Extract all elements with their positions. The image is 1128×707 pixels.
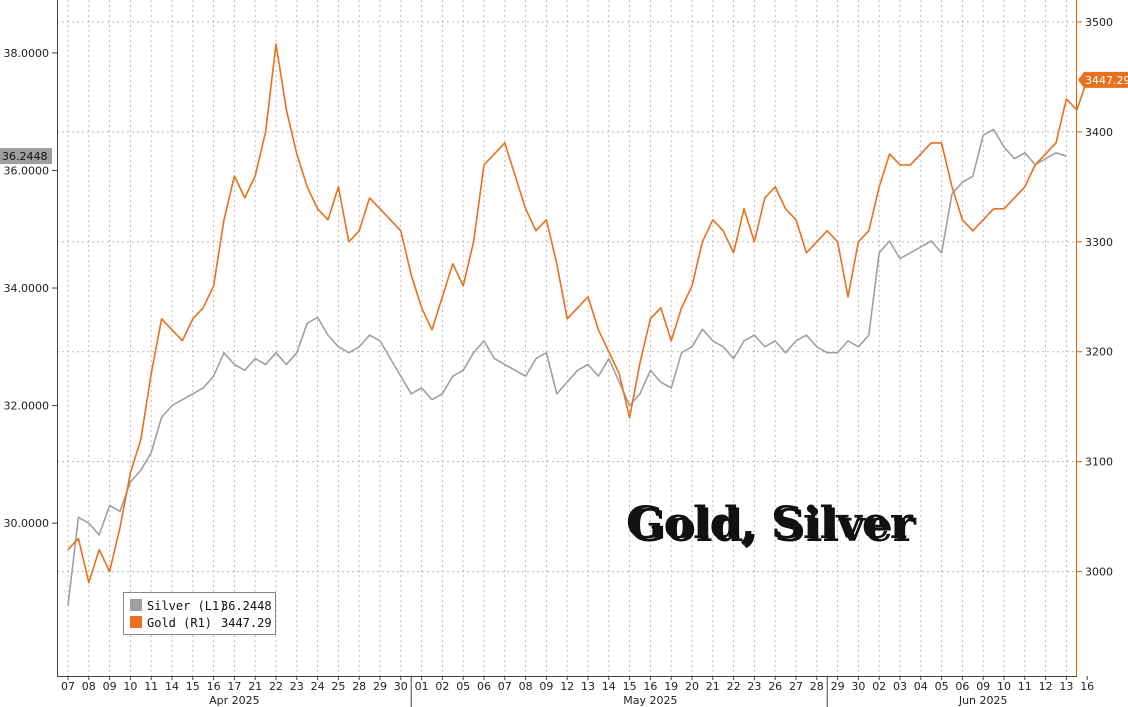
x-tick-label: 23 xyxy=(290,680,304,693)
x-tick-label: 22 xyxy=(727,680,741,693)
legend: Silver (L1) 36.2448 Gold (R1) 3447.29 xyxy=(123,592,276,635)
x-tick-label: 15 xyxy=(623,680,637,693)
right-tick-label: 3500 xyxy=(1085,16,1113,29)
right-tick-label: 3300 xyxy=(1085,236,1113,249)
x-tick-label: 30 xyxy=(394,680,408,693)
x-tick-label: 19 xyxy=(664,680,678,693)
x-tick-label: 17 xyxy=(227,680,241,693)
x-tick-label: 09 xyxy=(539,680,553,693)
x-tick-label: 29 xyxy=(373,680,387,693)
x-tick-label: 08 xyxy=(82,680,96,693)
legend-label-silver: Silver (L1) xyxy=(147,599,226,613)
x-tick-label: 28 xyxy=(352,680,366,693)
x-tick-label: 27 xyxy=(789,680,803,693)
x-tick-label: 20 xyxy=(685,680,699,693)
right-tick-label: 3000 xyxy=(1085,566,1113,579)
x-tick-label: 07 xyxy=(61,680,75,693)
x-tick-label: 02 xyxy=(872,680,886,693)
right-tick-label: 3100 xyxy=(1085,456,1113,469)
x-tick-label: 21 xyxy=(706,680,720,693)
x-tick-label: 29 xyxy=(831,680,845,693)
gold-last-value-label: 3447.29 xyxy=(1085,74,1128,87)
month-label: Jun 2025 xyxy=(958,694,1008,707)
right-tick-label: 3200 xyxy=(1085,346,1113,359)
x-tick-label: 24 xyxy=(311,680,325,693)
x-tick-label: 11 xyxy=(144,680,158,693)
chart-title-shadow: Gold, Silver xyxy=(629,501,917,552)
x-tick-label: 02 xyxy=(435,680,449,693)
left-tick-label: 36.0000 xyxy=(4,164,50,177)
x-tick-label: 16 xyxy=(643,680,657,693)
x-tick-label: 13 xyxy=(581,680,595,693)
month-label: Apr 2025 xyxy=(209,694,260,707)
legend-label-gold: Gold (R1) xyxy=(147,616,212,630)
x-tick-label: 26 xyxy=(768,680,782,693)
vertical-gridlines xyxy=(67,0,1067,676)
x-tick-label: 10 xyxy=(123,680,137,693)
left-tick-label: 34.0000 xyxy=(4,282,50,295)
gold-series-line xyxy=(67,43,1088,584)
chart-title: Gold, Silver xyxy=(626,498,914,549)
x-tick-label: 30 xyxy=(851,680,865,693)
legend-value-gold: 3447.29 xyxy=(221,616,272,630)
x-tick-label: 15 xyxy=(186,680,200,693)
left-tick-label: 38.0000 xyxy=(4,47,50,60)
x-axis-ticks: 07 08 09 10 11 14 15 16 17 21 22 23 24 25 28 29 30 01 02 05… xyxy=(61,676,1094,693)
x-tick-label: 16 xyxy=(207,680,221,693)
x-tick-label: 12 xyxy=(560,680,574,693)
legend-swatch-gold xyxy=(130,616,142,628)
legend-value-silver: 36.2448 xyxy=(221,599,272,613)
x-tick-label: 07 xyxy=(498,680,512,693)
silver-last-value-label: 36.2448 xyxy=(2,150,48,163)
x-tick-label: 06 xyxy=(477,680,491,693)
x-tick-label: 28 xyxy=(810,680,824,693)
right-axis-ticks: 3000 3100 3200 3300 3400 3500 xyxy=(1077,16,1113,579)
x-tick-label: 03 xyxy=(893,680,907,693)
left-axis-ticks: 30.0000 32.0000 34.0000 36.0000 38.0000 xyxy=(4,47,57,530)
x-tick-label: 14 xyxy=(165,680,179,693)
legend-box xyxy=(123,592,276,635)
chart-title-group: Gold, Silver Gold, Silver xyxy=(626,498,917,552)
x-tick-label: 06 xyxy=(955,680,969,693)
silver-series-line xyxy=(67,128,1067,606)
series-layer xyxy=(67,43,1088,606)
x-tick-label: 25 xyxy=(331,680,345,693)
x-tick-label: 08 xyxy=(519,680,533,693)
x-tick-label: 10 xyxy=(997,680,1011,693)
gold-last-value-tag: 3447.29 xyxy=(1078,71,1128,88)
month-labels: Apr 2025 May 2025 Jun 2025 xyxy=(209,676,1008,707)
x-tick-label: 09 xyxy=(103,680,117,693)
x-tick-label: 01 xyxy=(415,680,429,693)
horizontal-gridlines xyxy=(57,21,1077,573)
x-tick-label: 11 xyxy=(1018,680,1032,693)
x-tick-label: 05 xyxy=(456,680,470,693)
x-tick-label: 04 xyxy=(914,680,928,693)
right-tick-label: 3400 xyxy=(1085,126,1113,139)
x-tick-label: 12 xyxy=(1039,680,1053,693)
x-tick-label: 09 xyxy=(976,680,990,693)
month-label: May 2025 xyxy=(623,694,677,707)
x-tick-label: 16 xyxy=(1080,680,1094,693)
x-tick-label: 13 xyxy=(1059,680,1073,693)
legend-swatch-silver xyxy=(130,599,142,611)
left-tick-label: 32.0000 xyxy=(4,400,50,413)
x-tick-label: 05 xyxy=(935,680,949,693)
x-tick-label: 14 xyxy=(602,680,616,693)
x-tick-label: 21 xyxy=(248,680,262,693)
left-tick-label: 30.0000 xyxy=(4,517,50,530)
silver-last-value-tag: 36.2448 xyxy=(0,148,52,165)
x-tick-label: 23 xyxy=(747,680,761,693)
x-tick-label: 22 xyxy=(269,680,283,693)
